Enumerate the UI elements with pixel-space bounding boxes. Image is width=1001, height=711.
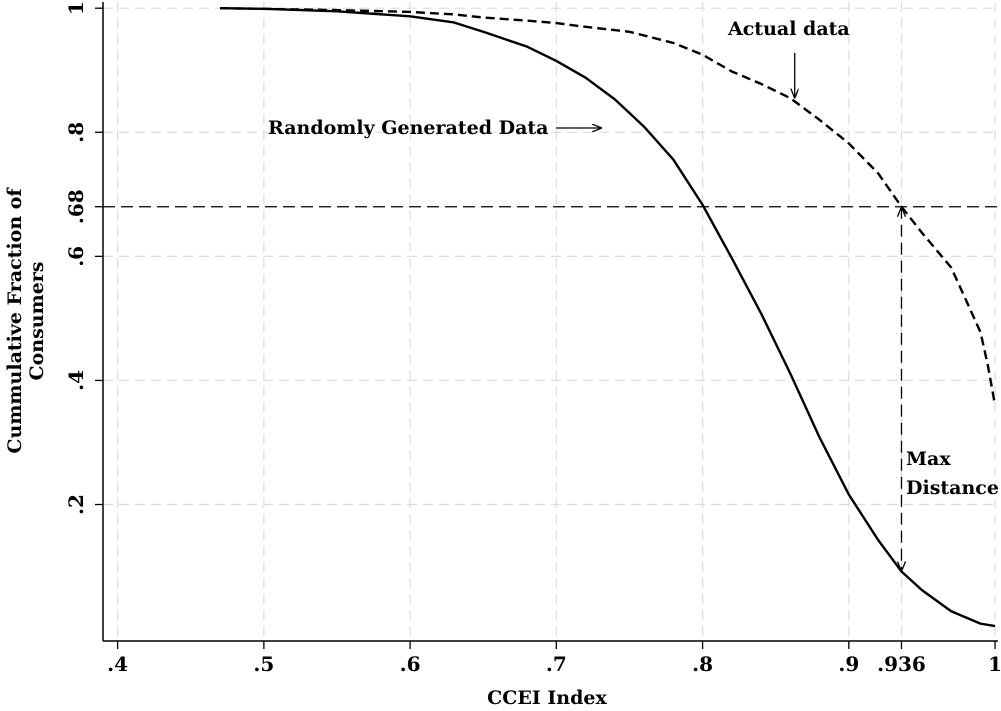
x-tick-label: .5 — [253, 652, 274, 676]
max-distance-arrowhead-bottom — [896, 561, 907, 574]
x-tick-label: .6 — [400, 652, 421, 676]
y-tick-label: .4 — [64, 370, 88, 391]
y-tick-label: .8 — [64, 122, 88, 143]
gridlines — [103, 2, 998, 641]
x-tick-label: 1 — [988, 652, 1001, 676]
actual-data-line — [219, 7, 997, 406]
annotations: Randomly Generated Data Actual data Max … — [268, 18, 999, 574]
series-lines — [219, 7, 997, 628]
x-tick-label: .9 — [838, 652, 859, 676]
random-data-label: Randomly Generated Data — [268, 117, 548, 139]
x-tick-label: .4 — [107, 652, 128, 676]
x-tick-label: .8 — [692, 652, 713, 676]
x-tick-label: .936 — [877, 652, 926, 676]
x-tick-label: .7 — [546, 652, 567, 676]
y-axis-title-line1: Cummulative Fraction of — [4, 187, 26, 454]
x-axis-title: CCEI Index — [487, 687, 607, 709]
y-axis-title-line2: Consumers — [26, 261, 48, 380]
max-distance-arrowhead-top — [896, 204, 907, 217]
y-tick-label: .68 — [64, 189, 88, 224]
max-distance-label-line1: Max — [906, 448, 951, 470]
y-tick-label: .6 — [64, 246, 88, 267]
actual-data-label: Actual data — [727, 18, 850, 40]
random-data-line — [219, 7, 996, 628]
y-tick-label: 1 — [64, 1, 88, 15]
axis-ticks: .4 .5 .6 .7 .8 .9 .936 1 .2 .4 .6 .68 .8 1 — [64, 1, 1001, 676]
max-distance-label-line2: Distance — [906, 477, 999, 499]
y-tick-label: .2 — [64, 494, 88, 515]
